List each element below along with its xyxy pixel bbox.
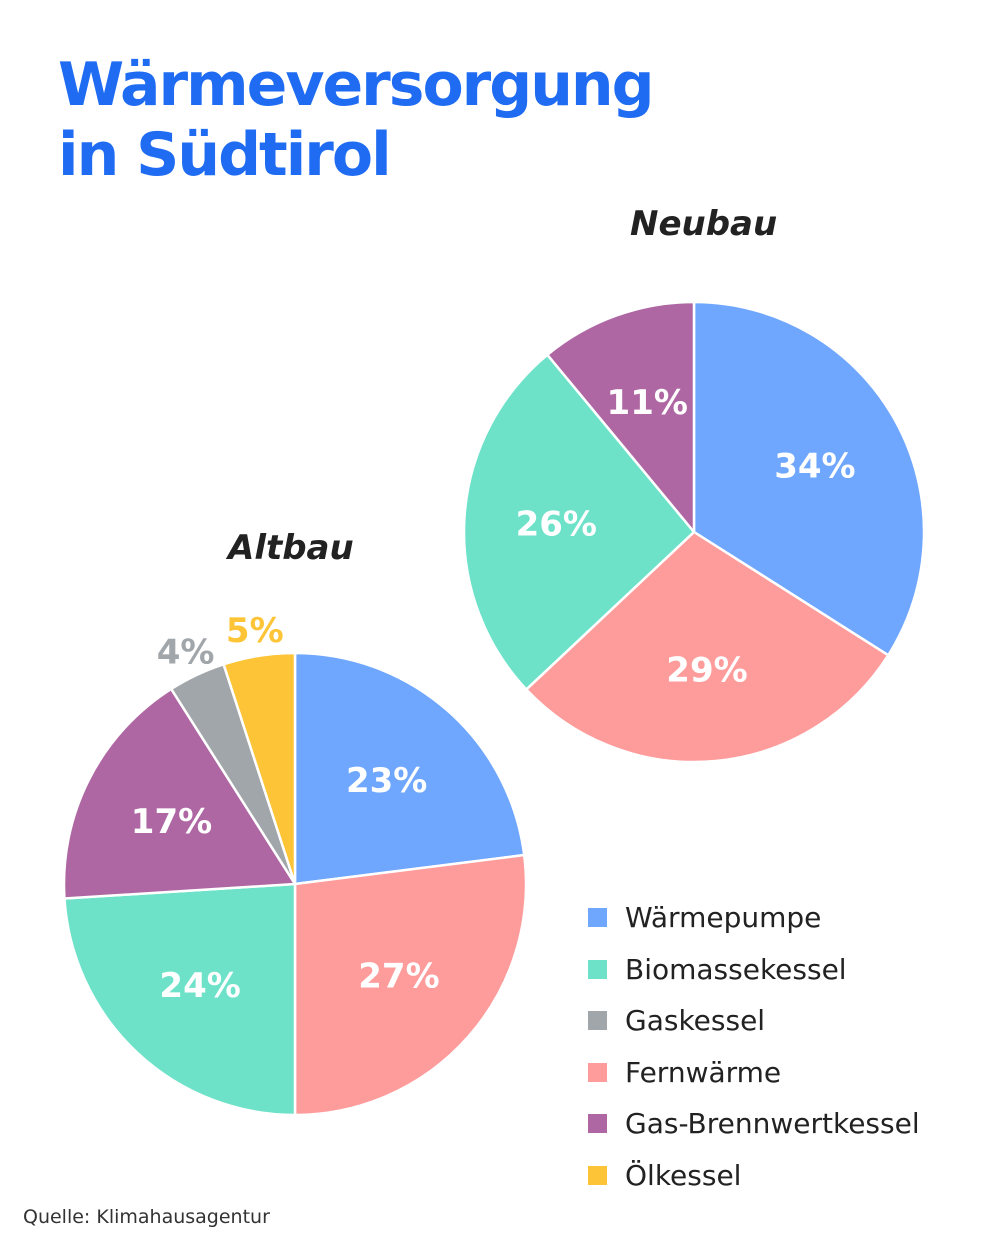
slice-label-neubau-fernwaerme: 29%	[666, 650, 747, 690]
legend-item: Fernwärme	[588, 1047, 920, 1099]
legend: Wärmepumpe Biomassekessel Gaskessel Fern…	[588, 892, 920, 1201]
title-line-2: in Südtirol	[58, 120, 392, 190]
legend-item: Gas-Brennwertkessel	[588, 1098, 920, 1150]
pie-slice-altbau-waermepumpe	[293, 651, 526, 886]
legend-swatch	[588, 959, 607, 979]
legend-swatch	[588, 1011, 607, 1031]
legend-label: Fernwärme	[625, 1055, 782, 1089]
pie-slice-altbau-oelkessel	[222, 651, 297, 886]
title-line-1: Wärmeversorgung	[58, 50, 655, 120]
chart-title-altbau: Altbau	[228, 528, 354, 568]
legend-label: Biomassekessel	[625, 952, 847, 986]
legend-item: Biomassekessel	[588, 944, 920, 996]
slice-label-neubau-gas-brennwertkessel: 11%	[607, 383, 688, 423]
legend-label: Gaskessel	[625, 1004, 766, 1038]
slice-label-neubau-biomassekessel: 26%	[516, 504, 597, 544]
pie-slice-neubau-fernwaerme	[525, 530, 890, 764]
pie-slice-neubau-gas-brennwertkessel	[546, 300, 696, 534]
legend-swatch	[588, 908, 607, 928]
chart-title-neubau: Neubau	[630, 204, 778, 244]
legend-label: Gas-Brennwertkessel	[625, 1107, 920, 1141]
legend-item: Ölkessel	[588, 1150, 920, 1202]
pie-slice-neubau-biomassekessel	[462, 353, 696, 691]
legend-item: Gaskessel	[588, 995, 920, 1047]
pie-slice-altbau-gas-brennwertkessel	[62, 687, 297, 900]
pie-chart-altbau: 23% 27% 24% 17% 4% 5%	[62, 611, 528, 1117]
legend-swatch	[588, 1114, 607, 1134]
slice-label-altbau-waermepumpe: 23%	[346, 761, 427, 801]
slice-label-altbau-gas-brennwertkessel: 17%	[131, 802, 212, 842]
pie-slice-altbau-biomassekessel	[63, 882, 297, 1117]
source-note: Quelle: Klimahausagentur	[23, 1206, 270, 1228]
pie-chart-neubau: 34% 29% 26% 11%	[462, 300, 926, 764]
legend-label: Ölkessel	[625, 1158, 742, 1192]
legend-item: Wärmepumpe	[588, 892, 920, 944]
legend-swatch	[588, 1062, 607, 1082]
pie-slice-altbau-fernwaerme	[293, 853, 528, 1117]
slice-label-altbau-oelkessel: 5%	[226, 611, 284, 651]
slice-label-altbau-fernwaerme: 27%	[358, 957, 439, 997]
pie-slice-neubau-waermepumpe	[692, 300, 926, 657]
slice-label-altbau-gaskessel: 4%	[157, 632, 215, 672]
legend-label: Wärmepumpe	[625, 901, 822, 935]
page-title: Wärmeversorgung in Südtirol	[58, 50, 655, 190]
slice-label-neubau-waermepumpe: 34%	[774, 447, 855, 487]
legend-swatch	[588, 1165, 607, 1185]
slice-label-altbau-biomassekessel: 24%	[159, 966, 240, 1006]
